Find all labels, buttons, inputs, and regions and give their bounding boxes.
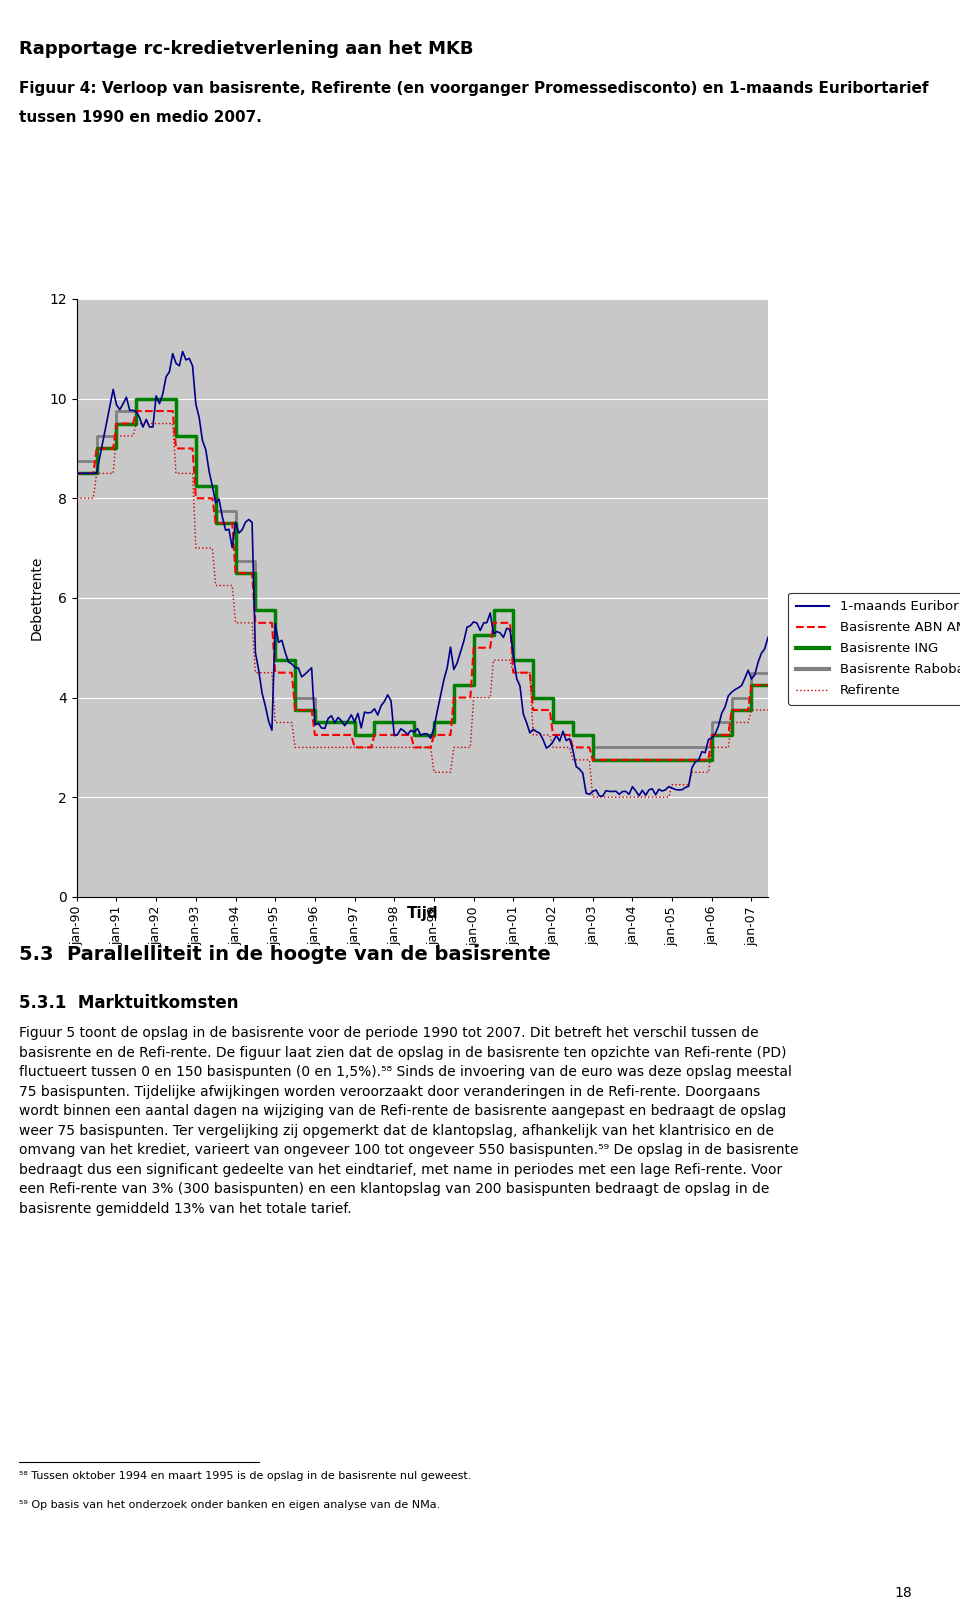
Text: Tijd: Tijd: [407, 907, 438, 921]
Text: ⁵⁸ Tussen oktober 1994 en maart 1995 is de opslag in de basisrente nul geweest.: ⁵⁸ Tussen oktober 1994 en maart 1995 is …: [19, 1471, 471, 1480]
Text: 5.3.1  Marktuitkomsten: 5.3.1 Marktuitkomsten: [19, 994, 239, 1012]
Text: 5.3  Parallelliteit in de hoogte van de basisrente: 5.3 Parallelliteit in de hoogte van de b…: [19, 945, 551, 965]
Text: 18: 18: [895, 1585, 912, 1600]
Text: ⁵⁹ Op basis van het onderzoek onder banken en eigen analyse van de NMa.: ⁵⁹ Op basis van het onderzoek onder bank…: [19, 1500, 441, 1509]
Text: tussen 1990 en medio 2007.: tussen 1990 en medio 2007.: [19, 110, 262, 124]
Text: Figuur 4: Verloop van basisrente, Refirente (en voorganger Promessedisconto) en : Figuur 4: Verloop van basisrente, Refire…: [19, 81, 928, 95]
Text: Rapportage rc-kredietverlening aan het MKB: Rapportage rc-kredietverlening aan het M…: [19, 40, 473, 58]
Legend: 1-maands Euribor, Basisrente ABN AMRO, Basisrente ING, Basisrente Rabobank, Refi: 1-maands Euribor, Basisrente ABN AMRO, B…: [788, 593, 960, 705]
Y-axis label: Debettrente: Debettrente: [30, 556, 44, 640]
Text: Figuur 5 toont de opslag in de basisrente voor de periode 1990 tot 2007. Dit bet: Figuur 5 toont de opslag in de basisrent…: [19, 1026, 799, 1215]
